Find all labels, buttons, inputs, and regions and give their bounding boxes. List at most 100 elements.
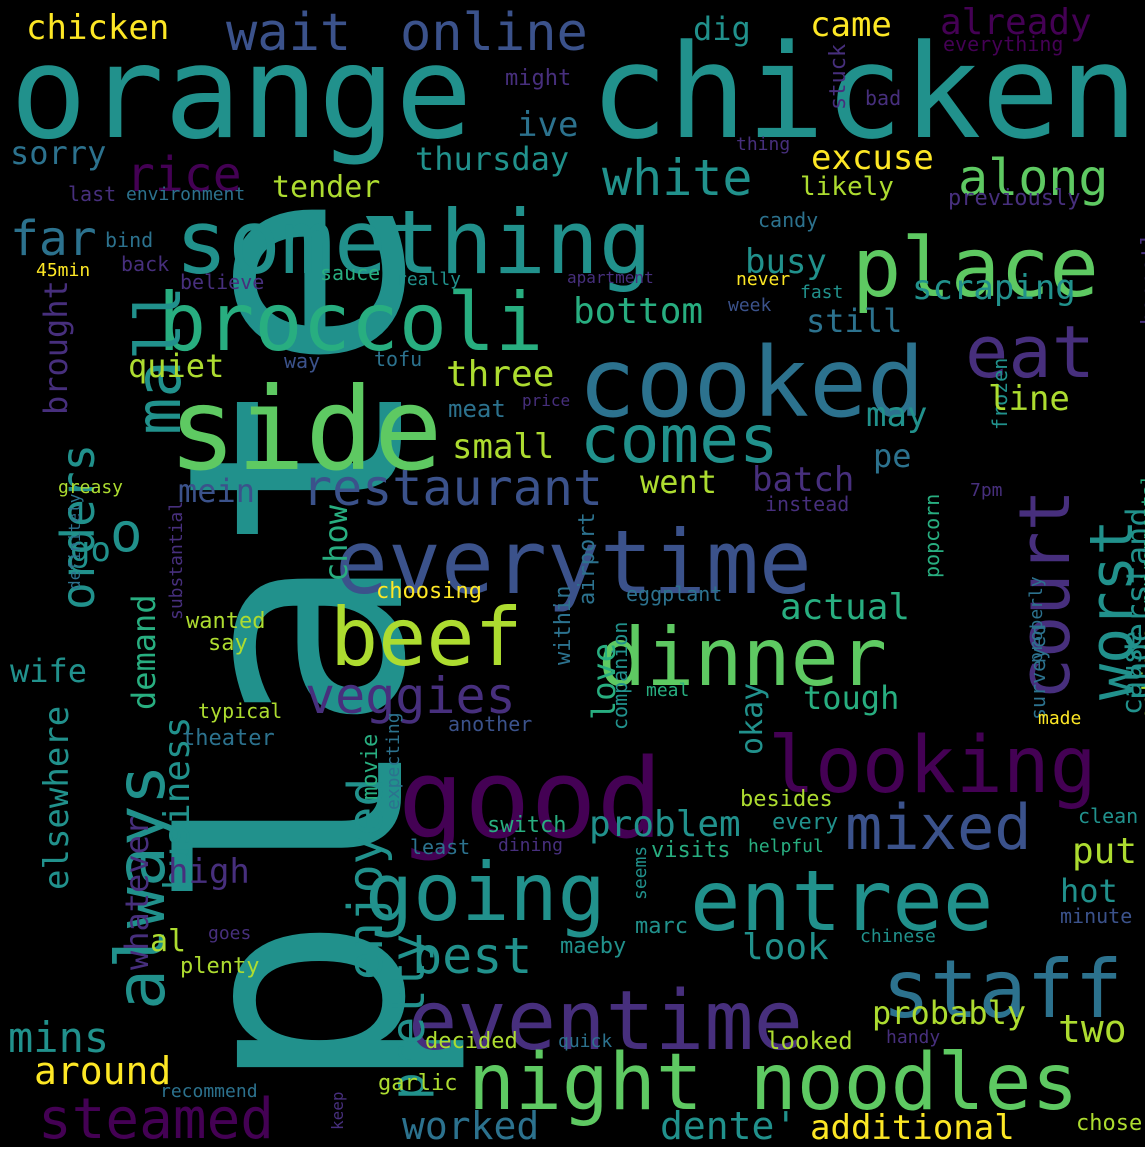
cloud-word: go [70,530,111,571]
cloud-word: probably [872,994,1027,1033]
cloud-word: movie [358,733,383,800]
cloud-word: cause [1115,630,1145,715]
cloud-word: 45min [36,259,91,281]
cloud-word: good [398,735,663,864]
cloud-word: place [852,221,1099,317]
cloud-word: around [34,1049,172,1094]
cloud-word: far [10,210,97,267]
cloud-word: side [168,363,443,497]
cloud-word: bottom [573,290,704,332]
cloud-word: three [446,353,555,395]
cloud-word: thursday [415,140,570,179]
cloud-word: whatever [118,815,156,970]
cloud-word: fast [800,281,844,303]
cloud-word: never [736,268,791,290]
cloud-word: worked [402,1104,540,1147]
cloud-word: comes [580,400,779,478]
cloud-word: orange [10,19,473,169]
cloud-word: seems [630,845,651,900]
cloud-word: bad [865,86,902,111]
cloud-word: restaurant [302,459,604,517]
cloud-word: chose [1076,1110,1143,1136]
cloud-word: elsewhere [37,705,77,890]
cloud-word: quick [558,1030,613,1052]
cloud-word: say [208,630,248,656]
cloud-word: way [284,349,321,374]
cloud-word: okay [735,682,770,755]
cloud-word: cooked [578,327,925,440]
cloud-word: last [68,182,117,207]
cloud-word: mein [178,472,256,511]
cloud-word: sorry [10,134,107,173]
cloud-word: mins [8,1013,110,1063]
cloud-word: environmental [1138,474,1145,615]
cloud-word: substantial [166,500,187,620]
cloud-word: high [168,852,250,893]
cloud-word: thing [736,133,791,155]
cloud-word: two [1058,1007,1127,1052]
cloud-word: busy [745,242,827,283]
cloud-word: least [410,835,471,860]
cloud-word: white [602,149,753,207]
cloud-word: typical [198,699,283,724]
cloud-word: looking [768,721,1097,812]
cloud-word: problem [589,803,741,845]
cloud-word: pe [873,437,912,476]
cloud-word: already [940,1,1092,43]
cloud-word: handy [886,1026,941,1048]
cloud-word: besides [740,786,833,812]
cloud-word: demand [125,594,163,710]
cloud-word: beef [330,590,523,684]
cloud-word: still [806,302,903,341]
cloud-word: back [121,252,170,277]
cloud-word: chow [317,504,355,582]
cloud-word: dinner [598,610,887,704]
cloud-word: bind [105,228,154,253]
cloud-word: entree [690,852,994,951]
cloud-word: along [958,149,1109,207]
cloud-word: everytime [335,511,812,615]
cloud-word: wanted [186,608,266,634]
cloud-word: meal [646,679,690,701]
cloud-word: al [150,923,187,959]
cloud-word: batch [752,460,855,501]
cloud-word: excuse [811,138,934,179]
cloud-word: companion [608,621,632,730]
cloud-word: night noodles [468,1038,1079,1129]
cloud-word: staff [882,942,1123,1036]
cloud-word: really [396,268,462,290]
cloud-word: actual [780,586,911,628]
cloud-word: o [110,500,143,564]
cloud-word: honestly [1138,219,1145,325]
cloud-word: stuck [826,43,851,110]
cloud-word: popcorn [920,493,944,578]
cloud-word: goes [208,922,252,944]
cloud-word: hot [1060,872,1118,911]
cloud-word: another [448,712,533,737]
cloud-word: quiet [128,347,225,386]
cloud-word: instead [765,492,850,517]
cloud-word: steamed [38,1087,275,1147]
cloud-word: within [551,585,576,665]
cloud-word: tofu [374,347,423,372]
cloud-word: theater [182,725,275,751]
cloud-word: keep [328,1091,347,1130]
cloud-word: additional [810,1108,1015,1147]
cloud-word: line [988,379,1070,420]
cloud-word: candy [758,208,819,233]
cloud-word: helpful [748,835,824,857]
cloud-word: price [522,390,571,410]
cloud-word: expecting [383,712,404,810]
cloud-word: going [365,845,606,939]
cloud-word: wait [226,3,352,64]
cloud-word: online [400,3,588,64]
cloud-word: garlic [378,1070,458,1096]
cloud-word: scraping [912,268,1076,309]
cloud-word: ive [517,105,579,146]
cloud-word: definitely [65,493,84,590]
cloud-word: may [866,395,928,436]
cloud-word: went [640,463,718,502]
cloud-word: look [742,926,829,968]
cloud-word: previously [948,185,1081,211]
cloud-word: recommend [160,1080,258,1102]
